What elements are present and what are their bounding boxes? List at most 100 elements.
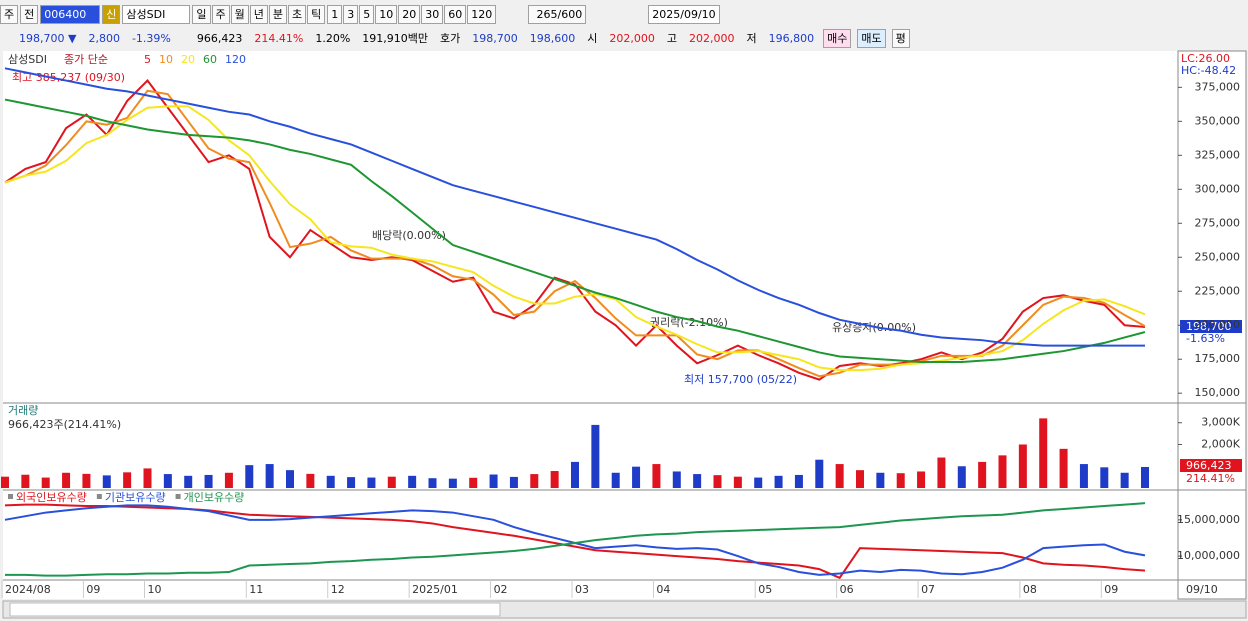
period[interactable]: 주 bbox=[0, 4, 19, 24]
y-tick-label: 275,000 bbox=[1195, 216, 1241, 229]
y-tick-label: 225,000 bbox=[1195, 284, 1241, 297]
legend-entry: 10 bbox=[159, 53, 173, 66]
interval-button[interactable]: 초 bbox=[288, 4, 307, 24]
scroll-thumb[interactable] bbox=[9, 602, 501, 617]
volume-title: 거래량 bbox=[8, 404, 38, 417]
interval-button[interactable]: 일 bbox=[192, 4, 211, 24]
code[interactable]: 006400 bbox=[40, 4, 101, 24]
volume-bar bbox=[143, 468, 152, 488]
badge: 신 bbox=[102, 4, 121, 24]
multiplier-button[interactable]: 120 bbox=[467, 4, 497, 24]
volume-bar bbox=[1100, 467, 1109, 488]
volume-bar bbox=[571, 461, 579, 488]
volume-bar bbox=[428, 478, 437, 488]
chart-title: 삼성SDI bbox=[8, 53, 47, 66]
y-tick-label: 350,000 bbox=[1195, 114, 1241, 127]
x-tick-label: 09 bbox=[1104, 583, 1118, 596]
multiplier-button[interactable]: 20 bbox=[398, 4, 421, 24]
quote-bar: 198,700 ▼ 2,800 -1.39% 966,423 214.41% 1… bbox=[0, 28, 1248, 48]
volume-bar bbox=[367, 477, 376, 488]
volume-bar bbox=[1141, 466, 1149, 488]
interval-button[interactable]: 주 bbox=[211, 4, 230, 24]
volume-last: 966,423 bbox=[1186, 459, 1232, 472]
legend-entry: 개인보유수량 bbox=[184, 491, 245, 504]
volume-bar bbox=[245, 465, 254, 488]
lc: LC:26.00 bbox=[1181, 52, 1230, 65]
volume-bar bbox=[896, 473, 905, 488]
volume-bar bbox=[978, 461, 987, 488]
low: 196,800 bbox=[768, 31, 815, 45]
price: 198,700 ▼ bbox=[19, 31, 77, 45]
volume-bar bbox=[21, 474, 30, 488]
legend-entry: 60 bbox=[203, 53, 217, 66]
multiplier-button[interactable]: 60 bbox=[444, 4, 467, 24]
volume-bar bbox=[41, 477, 50, 488]
interval-button[interactable]: 월 bbox=[230, 4, 249, 24]
volume-bar bbox=[652, 464, 661, 488]
volume-bar bbox=[856, 470, 864, 488]
interval-button[interactable]: 분 bbox=[268, 4, 287, 24]
multiplier-button[interactable]: 5 bbox=[359, 4, 375, 24]
volume-bar bbox=[733, 476, 742, 488]
volume-bar bbox=[184, 475, 193, 488]
volume-bar bbox=[1039, 418, 1048, 488]
x-tick-label: 2024/08 bbox=[5, 583, 51, 596]
hc: HC:-48.42 bbox=[1181, 64, 1236, 77]
x-tick-label: 03 bbox=[575, 583, 589, 596]
last-pct: -1.63% bbox=[1186, 332, 1225, 345]
volume-bar bbox=[917, 471, 926, 488]
volume-bar bbox=[957, 466, 966, 488]
x-tick-label: 05 bbox=[758, 583, 772, 596]
change: 2,800 bbox=[88, 31, 120, 45]
amount: 191,910백만 bbox=[362, 32, 429, 45]
interval-button[interactable]: 틱 bbox=[307, 4, 326, 24]
date[interactable]: 2025/09/10 bbox=[648, 4, 720, 24]
x-tick-label: 2025/01 bbox=[412, 583, 458, 596]
last-label: 198,700 bbox=[1186, 320, 1232, 333]
volume-bar bbox=[326, 475, 335, 488]
volume-bar bbox=[754, 477, 763, 488]
multiplier-button[interactable]: 1 bbox=[327, 4, 343, 24]
x-tick-label: 02 bbox=[494, 583, 508, 596]
eval-button[interactable]: 평 bbox=[891, 28, 910, 48]
volume-bar bbox=[306, 473, 315, 488]
volume-bar bbox=[672, 471, 681, 488]
volume-bar bbox=[774, 475, 783, 488]
annotation: 권리락(-2.10%) bbox=[650, 316, 728, 329]
volume-bar bbox=[937, 457, 946, 488]
legend-entry: 외국인보유수량 bbox=[16, 491, 87, 504]
count[interactable]: 265/600 bbox=[528, 4, 587, 24]
volume-bar bbox=[835, 464, 844, 488]
multiplier-button[interactable]: 30 bbox=[421, 4, 444, 24]
interval-button[interactable]: 년 bbox=[249, 4, 268, 24]
chart: 삼성SDI 종가 단순 최고 385,237 (09/30) 배당락(0.00%… bbox=[1, 50, 1247, 619]
volume-bar bbox=[1059, 448, 1068, 488]
series-line bbox=[4, 67, 1145, 347]
volume-bar bbox=[204, 474, 213, 488]
series-line bbox=[4, 98, 1146, 363]
volume-bar bbox=[224, 472, 233, 488]
ask: 198,700 bbox=[472, 31, 518, 45]
multiplier-button[interactable]: 10 bbox=[375, 4, 398, 24]
multiplier-button[interactable]: 3 bbox=[343, 4, 359, 24]
stock-name[interactable]: 삼성SDI bbox=[122, 4, 191, 24]
volume-bar bbox=[1, 476, 9, 488]
volume-bar bbox=[530, 474, 539, 488]
prev[interactable]: 전 bbox=[20, 4, 39, 24]
volume-bar bbox=[1120, 472, 1129, 488]
annotation: 배당락(0.00%) bbox=[372, 229, 446, 242]
subtitle: 종가 단순 bbox=[64, 53, 108, 66]
y-tick-label: 15,000,000 bbox=[1177, 513, 1240, 526]
low-label: 저 bbox=[746, 32, 757, 45]
sell-button[interactable]: 매도 bbox=[857, 28, 886, 48]
volume-bar bbox=[489, 474, 498, 488]
y-tick-label: 175,000 bbox=[1195, 352, 1241, 365]
legend-swatch bbox=[96, 494, 102, 499]
y-tick-label: 375,000 bbox=[1195, 80, 1241, 93]
buy-button[interactable]: 매수 bbox=[823, 28, 852, 48]
x-tick-label: 09 bbox=[86, 583, 100, 596]
y-tick-label: 2,000K bbox=[1201, 437, 1240, 450]
x-tick-label: 06 bbox=[840, 583, 854, 596]
volume-bar bbox=[591, 424, 600, 488]
